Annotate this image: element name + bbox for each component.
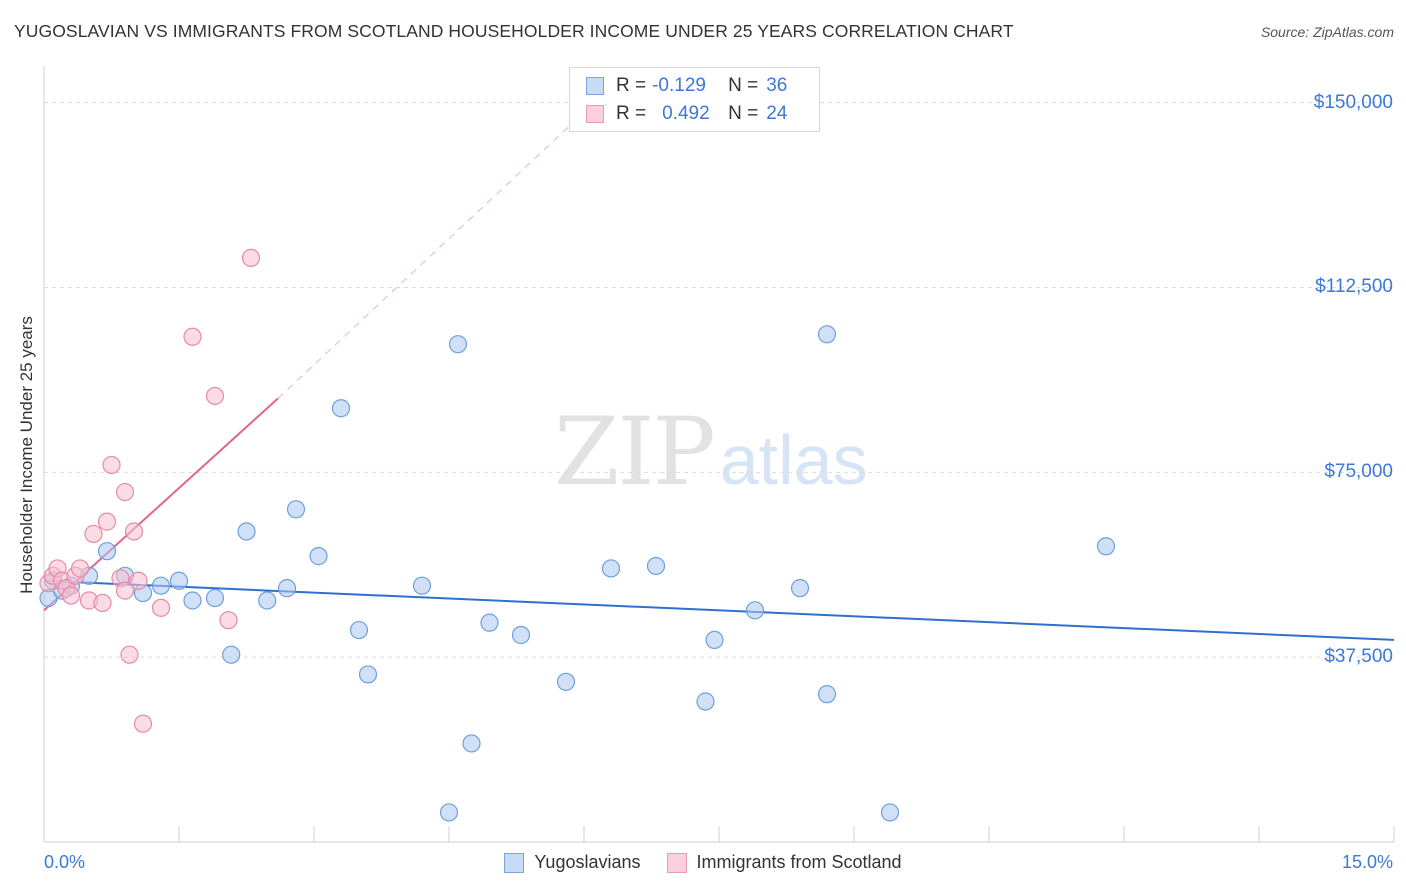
point-scotland [84, 524, 103, 544]
point-yugoslavians [646, 556, 666, 576]
x-tick-label-max: 15.0% [1341, 852, 1393, 872]
point-yugoslavians [880, 803, 900, 822]
point-yugoslavians [448, 335, 468, 354]
point-scotland [183, 327, 202, 346]
point-yugoslavians [412, 576, 432, 595]
chart-title: YUGOSLAVIAN VS IMMIGRANTS FROM SCOTLAND … [14, 21, 1014, 41]
stats-n-value: 36 [766, 75, 788, 96]
point-yugoslavians [258, 591, 277, 610]
stats-n-label: N = [728, 103, 759, 124]
point-scotland [120, 645, 139, 664]
point-yugoslavians [790, 579, 810, 598]
chart-source: Source: ZipAtlas.com [1260, 24, 1394, 40]
legend-swatch-pink [666, 852, 687, 873]
point-scotland [124, 522, 144, 541]
point-scotland [115, 482, 135, 502]
point-scotland [151, 598, 171, 617]
point-yugoslavians [222, 645, 241, 664]
point-yugoslavians [169, 571, 189, 590]
point-yugoslavians [237, 522, 256, 541]
point-scotland [219, 611, 238, 630]
point-yugoslavians [277, 579, 297, 598]
stats-row-scotland: R = 0.492 N = 24 [586, 101, 787, 127]
y-axis-title: Householder Income Under 25 years [17, 316, 36, 594]
point-yugoslavians [817, 325, 837, 344]
trend-layer [43, 112, 1395, 641]
point-scotland [205, 386, 225, 406]
stats-r-label: R = [616, 75, 647, 96]
y-tick-label: $150,000 [1313, 91, 1393, 113]
point-scotland [133, 714, 153, 733]
point-yugoslavians [183, 591, 202, 610]
point-yugoslavians [696, 692, 715, 711]
y-tick-label: $37,500 [1324, 646, 1393, 668]
point-yugoslavians [601, 559, 621, 578]
legend-label: Yugoslavians [534, 852, 641, 872]
y-tick-label: $112,500 [1315, 276, 1393, 298]
point-yugoslavians [705, 630, 724, 650]
point-yugoslavians [358, 665, 378, 684]
point-scotland [93, 593, 112, 613]
point-yugoslavians [556, 672, 576, 691]
point-yugoslavians [817, 685, 837, 704]
x-tick-label-min: 0.0% [44, 852, 86, 872]
stats-box: R = -0.129 N = 36 R = 0.492 N = 24 [569, 67, 820, 132]
point-scotland [241, 248, 261, 268]
point-scotland [129, 571, 148, 590]
stats-n-value: 24 [766, 103, 788, 124]
stats-row-yugoslavians: R = -0.129 N = 36 [586, 73, 787, 99]
point-scotland [97, 512, 117, 531]
stats-r-value: 0.492 [662, 103, 710, 124]
stats-swatch-blue [586, 77, 604, 95]
point-yugoslavians [511, 625, 531, 645]
legend-item-scotland[interactable]: Immigrants from Scotland [666, 852, 902, 873]
point-yugoslavians [309, 547, 328, 566]
stats-r-label: R = [616, 103, 647, 124]
point-yugoslavians [439, 803, 459, 822]
point-yugoslavians [462, 734, 481, 753]
point-yugoslavians [1096, 537, 1116, 556]
point-scotland [70, 559, 90, 578]
legend: Yugoslavians Immigrants from Scotland [0, 852, 1406, 873]
point-yugoslavians [286, 500, 306, 519]
trend-line-scotland-extension [277, 112, 585, 399]
point-yugoslavians [745, 601, 765, 620]
point-yugoslavians [349, 620, 369, 640]
point-yugoslavians [480, 613, 499, 632]
point-scotland [102, 455, 121, 475]
points-layer [39, 248, 1116, 822]
point-scotland [61, 586, 81, 605]
legend-swatch-blue [504, 852, 525, 873]
point-yugoslavians [331, 399, 351, 418]
grid-layer [44, 102, 1394, 658]
point-yugoslavians [205, 588, 225, 608]
stats-n-label: N = [728, 75, 759, 96]
point-scotland [115, 581, 135, 600]
trend-line-yugoslavians [43, 579, 1395, 641]
stats-r-value: -0.129 [652, 75, 706, 96]
axis-layer [43, 66, 1395, 843]
legend-item-yugoslavians[interactable]: Yugoslavians [504, 852, 641, 873]
legend-label: Immigrants from Scotland [696, 852, 902, 872]
stats-swatch-pink [586, 105, 604, 123]
point-yugoslavians [151, 576, 171, 595]
y-tick-label: $75,000 [1324, 461, 1393, 483]
point-yugoslavians [97, 542, 117, 561]
